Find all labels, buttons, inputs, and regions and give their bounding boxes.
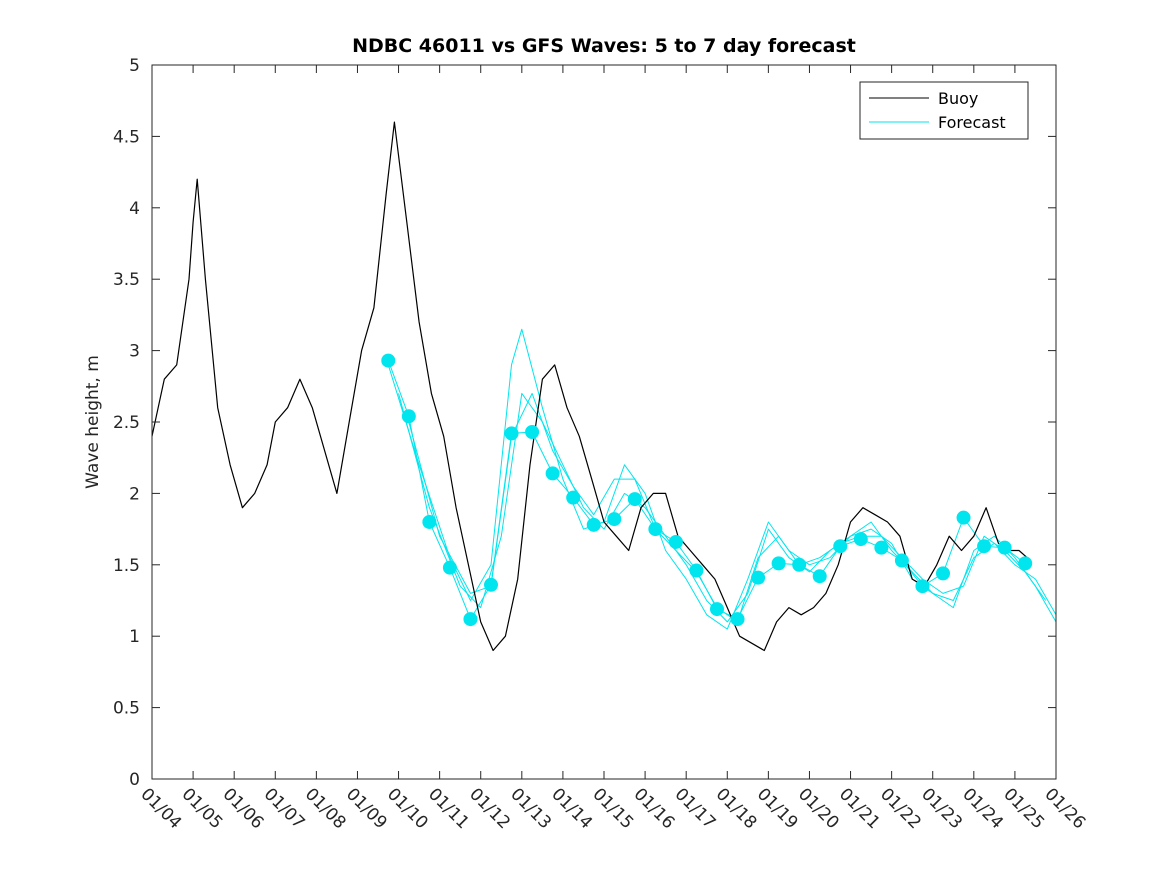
legend: Buoy Forecast [859, 81, 1029, 140]
forecast-points [381, 353, 1033, 627]
y-tick-label: 0 [129, 770, 140, 790]
forecast-point [401, 409, 416, 424]
forecast-point [792, 557, 807, 572]
forecast-point [442, 560, 457, 575]
forecast-point [381, 353, 396, 368]
forecast-point [607, 512, 622, 527]
y-tick-label: 2.5 [113, 413, 140, 433]
forecast-point [545, 466, 560, 481]
series-line-forecast-variant-1 [387, 328, 1057, 630]
y-tick-label: 4.5 [113, 127, 140, 147]
forecast-point [566, 490, 581, 505]
forecast-point [648, 522, 663, 537]
y-axis: 0 0.5 1 1.5 2 2.5 3 3.5 4 4.5 5 [113, 56, 1056, 790]
forecast-point [915, 579, 930, 594]
y-tick-label: 3.5 [113, 270, 140, 290]
forecast-point [627, 492, 642, 507]
forecast-point [586, 517, 601, 532]
forecast-point [956, 510, 971, 525]
legend-label-buoy: Buoy [938, 89, 978, 108]
forecast-point [525, 424, 540, 439]
y-tick-label: 1 [129, 627, 140, 647]
y-tick-label: 2 [129, 484, 140, 504]
forecast-point [730, 612, 745, 627]
forecast-point [812, 569, 827, 584]
forecast-point [422, 514, 437, 529]
forecast-point [751, 570, 766, 585]
forecast-point [894, 553, 909, 568]
forecast-point [504, 426, 519, 441]
forecast-point [853, 532, 868, 547]
forecast-point [997, 540, 1012, 555]
forecast-point [463, 612, 478, 627]
forecast-point [833, 539, 848, 554]
forecast-point [668, 534, 683, 549]
forecast-point [874, 540, 889, 555]
forecast-point [710, 602, 724, 617]
y-tick-label: 4 [129, 199, 140, 219]
series-line-forecast-variant-2 [398, 392, 1057, 623]
legend-box [859, 81, 1029, 140]
series-line-buoy [151, 121, 1028, 652]
forecast-point [1018, 556, 1033, 571]
y-axis-label: Wave height, m [83, 355, 103, 489]
forecast-point [936, 566, 950, 581]
y-tick-label: 0.5 [113, 699, 140, 719]
y-tick-label: 1.5 [113, 556, 140, 576]
forecast-point [484, 577, 498, 592]
forecast-point [689, 563, 704, 578]
plot-area [152, 65, 1056, 779]
y-tick-label: 3 [129, 342, 140, 362]
forecast-point [771, 556, 786, 571]
chart-title: NDBC 46011 vs GFS Waves: 5 to 7 day fore… [352, 35, 856, 57]
forecast-point [977, 539, 992, 554]
legend-label-forecast: Forecast [938, 113, 1006, 132]
y-tick-label: 5 [129, 56, 140, 76]
